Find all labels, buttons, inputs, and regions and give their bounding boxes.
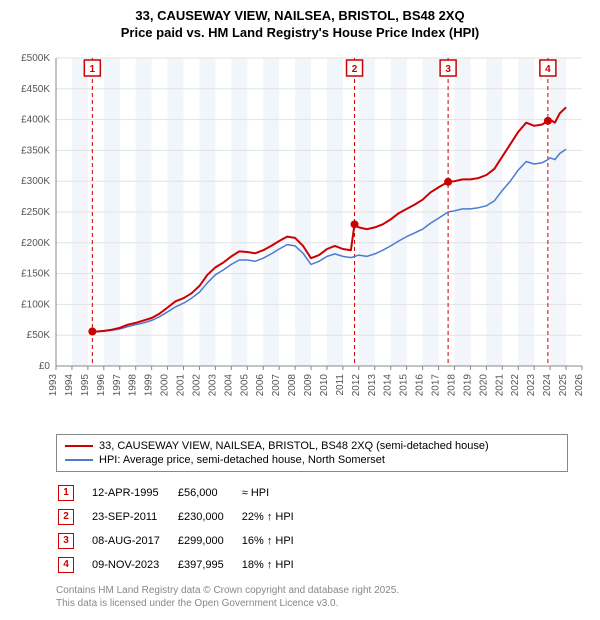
svg-text:2020: 2020 xyxy=(478,373,489,396)
marker-badge: 3 xyxy=(58,533,74,549)
svg-text:2003: 2003 xyxy=(207,373,218,396)
svg-text:£300K: £300K xyxy=(21,176,50,187)
marker-row: 3 08-AUG-2017£299,00016% ↑ HPI xyxy=(58,530,310,552)
svg-text:£500K: £500K xyxy=(21,53,50,64)
svg-text:2007: 2007 xyxy=(271,373,282,396)
svg-text:2015: 2015 xyxy=(399,373,410,396)
svg-text:1997: 1997 xyxy=(112,373,123,396)
footnote-line-2: This data is licensed under the Open Gov… xyxy=(56,597,568,610)
marker-row: 2 23-SEP-2011£230,00022% ↑ HPI xyxy=(58,506,310,528)
svg-text:2010: 2010 xyxy=(319,373,330,396)
svg-text:2026: 2026 xyxy=(574,373,585,396)
svg-text:2025: 2025 xyxy=(558,373,569,396)
svg-text:£150K: £150K xyxy=(21,268,50,279)
svg-text:£250K: £250K xyxy=(21,207,50,218)
marker-price: £397,995 xyxy=(178,554,240,576)
svg-text:2018: 2018 xyxy=(446,373,457,396)
svg-text:2000: 2000 xyxy=(160,373,171,396)
svg-text:2012: 2012 xyxy=(351,373,362,396)
marker-price: £56,000 xyxy=(178,482,240,504)
marker-delta: 18% ↑ HPI xyxy=(242,554,310,576)
svg-text:1999: 1999 xyxy=(144,373,155,396)
svg-text:£50K: £50K xyxy=(27,330,51,341)
line-chart-svg: £0 £50K £100K £150K £200K £250K £300K £350K £400… xyxy=(0,48,600,428)
svg-text:2011: 2011 xyxy=(335,373,346,395)
svg-text:2022: 2022 xyxy=(510,373,521,396)
svg-text:2009: 2009 xyxy=(303,373,314,396)
legend-label-price: 33, CAUSEWAY VIEW, NAILSEA, BRISTOL, BS4… xyxy=(99,440,489,452)
marker-delta: 16% ↑ HPI xyxy=(242,530,310,552)
marker-row: 1 12-APR-1995£56,000≈ HPI xyxy=(58,482,310,504)
svg-text:2002: 2002 xyxy=(191,373,202,396)
chart-title: 33, CAUSEWAY VIEW, NAILSEA, BRISTOL, BS4… xyxy=(0,8,600,42)
svg-text:2: 2 xyxy=(352,64,358,75)
svg-text:2021: 2021 xyxy=(494,373,505,396)
svg-text:2004: 2004 xyxy=(223,373,234,396)
marker-date: 09-NOV-2023 xyxy=(92,554,176,576)
marker-date: 23-SEP-2011 xyxy=(92,506,176,528)
chart-area: £0 £50K £100K £150K £200K £250K £300K £350K £400… xyxy=(0,48,600,428)
marker-delta: 22% ↑ HPI xyxy=(242,506,310,528)
svg-text:3: 3 xyxy=(445,64,451,75)
svg-text:4: 4 xyxy=(545,64,551,75)
marker-badge: 2 xyxy=(58,509,74,525)
svg-text:£0: £0 xyxy=(39,361,51,372)
footnote-line-1: Contains HM Land Registry data © Crown c… xyxy=(56,584,568,597)
marker-table: 1 12-APR-1995£56,000≈ HPI 2 23-SEP-2011£230… xyxy=(56,480,312,578)
legend-item-hpi: HPI: Average price, semi-detached house,… xyxy=(65,453,559,467)
svg-text:2014: 2014 xyxy=(383,373,394,396)
svg-text:1996: 1996 xyxy=(96,373,107,396)
marker-badge: 1 xyxy=(58,485,74,501)
marker-price: £299,000 xyxy=(178,530,240,552)
svg-text:2017: 2017 xyxy=(431,373,442,396)
svg-text:2008: 2008 xyxy=(287,373,298,396)
svg-text:£400K: £400K xyxy=(21,114,50,125)
marker-date: 08-AUG-2017 xyxy=(92,530,176,552)
svg-text:2005: 2005 xyxy=(239,373,250,396)
svg-text:£200K: £200K xyxy=(21,238,50,249)
svg-text:£450K: £450K xyxy=(21,84,50,95)
svg-text:2023: 2023 xyxy=(526,373,537,396)
svg-text:1: 1 xyxy=(90,64,96,75)
svg-text:1998: 1998 xyxy=(128,373,139,396)
svg-text:2006: 2006 xyxy=(255,373,266,396)
legend-swatch-red xyxy=(65,445,93,447)
footnote: Contains HM Land Registry data © Crown c… xyxy=(56,584,568,610)
svg-text:1995: 1995 xyxy=(80,373,91,396)
legend: 33, CAUSEWAY VIEW, NAILSEA, BRISTOL, BS4… xyxy=(56,434,568,472)
svg-text:2024: 2024 xyxy=(542,373,553,396)
legend-label-hpi: HPI: Average price, semi-detached house,… xyxy=(99,454,385,466)
marker-badge: 4 xyxy=(58,557,74,573)
title-line-2: Price paid vs. HM Land Registry's House … xyxy=(0,25,600,42)
svg-text:£100K: £100K xyxy=(21,299,50,310)
legend-swatch-blue xyxy=(65,459,93,461)
legend-item-price: 33, CAUSEWAY VIEW, NAILSEA, BRISTOL, BS4… xyxy=(65,439,559,453)
svg-text:£350K: £350K xyxy=(21,145,50,156)
title-line-1: 33, CAUSEWAY VIEW, NAILSEA, BRISTOL, BS4… xyxy=(0,8,600,25)
marker-date: 12-APR-1995 xyxy=(92,482,176,504)
svg-text:2016: 2016 xyxy=(415,373,426,396)
svg-text:1994: 1994 xyxy=(64,373,75,396)
svg-text:2001: 2001 xyxy=(176,373,187,396)
svg-text:2013: 2013 xyxy=(367,373,378,396)
marker-price: £230,000 xyxy=(178,506,240,528)
marker-row: 4 09-NOV-2023£397,99518% ↑ HPI xyxy=(58,554,310,576)
svg-text:1993: 1993 xyxy=(48,373,59,396)
svg-text:2019: 2019 xyxy=(462,373,473,396)
marker-delta: ≈ HPI xyxy=(242,482,310,504)
